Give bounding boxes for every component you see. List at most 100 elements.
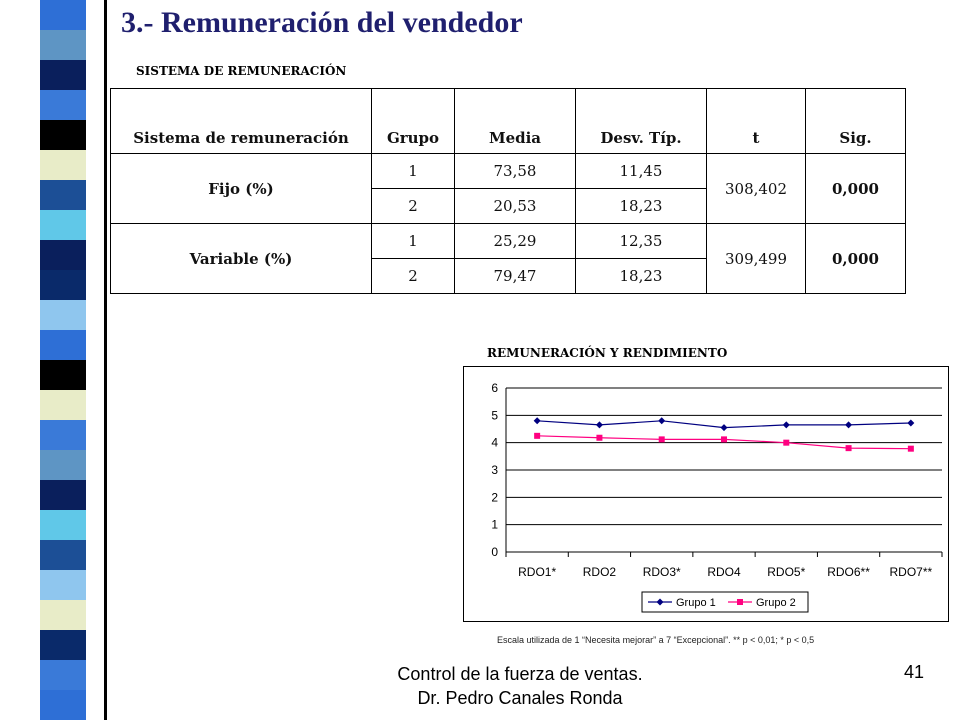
stripe-block bbox=[40, 90, 86, 120]
stripe-block bbox=[40, 630, 86, 660]
table-row: Variable (%) 1 25,29 12,35 309,499 0,000 bbox=[110, 223, 906, 294]
stripe-block bbox=[40, 600, 86, 630]
chart-legend: Grupo 1 Grupo 2 bbox=[641, 591, 809, 613]
cell-grupo: 1 bbox=[371, 223, 455, 259]
remuneration-stats-table: Sistema de remuneración Grupo Media Desv… bbox=[110, 88, 906, 294]
data-point bbox=[533, 417, 541, 425]
cell-grupo: 2 bbox=[371, 188, 455, 224]
data-point bbox=[658, 417, 666, 425]
table-caption: SISTEMA DE REMUNERACIÓN bbox=[136, 64, 347, 78]
data-point bbox=[720, 424, 728, 432]
line-chart: 0 1 2 3 4 5 6 RDO1* RDO2 RDO3* RDO4 RDO5* RDO6** RDO7… bbox=[463, 366, 949, 622]
cell-sig-variable: 0,000 bbox=[805, 223, 906, 294]
stripe-block bbox=[40, 210, 86, 240]
cell-media: 20,53 bbox=[454, 188, 576, 224]
stripe-block bbox=[40, 240, 86, 270]
y-tick-label: 2 bbox=[491, 490, 498, 504]
stripe-block bbox=[40, 660, 86, 690]
chart-footnote: Escala utilizada de 1 “Necesita mejorar”… bbox=[497, 635, 815, 645]
cell-grupo: 1 bbox=[371, 153, 455, 189]
header-desv: Desv. Típ. bbox=[575, 88, 707, 154]
header-t: t bbox=[706, 88, 806, 154]
cell-desv: 18,23 bbox=[575, 188, 707, 224]
y-tick-label: 3 bbox=[491, 463, 498, 477]
footer-line-2: Dr. Pedro Canales Ronda bbox=[417, 688, 623, 708]
x-tick-label: RDO4 bbox=[707, 565, 741, 579]
data-point bbox=[596, 434, 603, 441]
chart-caption: REMUNERACIÓN Y RENDIMIENTO bbox=[487, 346, 728, 360]
cell-desv: 18,23 bbox=[575, 258, 707, 294]
table-header-row: Sistema de remuneración Grupo Media Desv… bbox=[110, 88, 906, 154]
stripe-block bbox=[40, 570, 86, 600]
data-point bbox=[595, 421, 603, 429]
y-tick-label: 6 bbox=[491, 381, 498, 395]
legend-label: Grupo 2 bbox=[756, 597, 796, 609]
header-sig: Sig. bbox=[805, 88, 906, 154]
cell-sig-fijo: 0,000 bbox=[805, 153, 906, 224]
stripe-block bbox=[40, 540, 86, 570]
data-point bbox=[845, 421, 853, 429]
line-chart-svg: 0 1 2 3 4 5 6 RDO1* RDO2 RDO3* RDO4 RDO5* RDO6** RDO7… bbox=[491, 381, 943, 613]
stripe-block bbox=[40, 510, 86, 540]
table-row: Fijo (%) 1 73,58 11,45 308,402 0,000 bbox=[110, 153, 906, 224]
x-tick-label: RDO5* bbox=[767, 565, 805, 579]
stripe-block bbox=[40, 270, 86, 300]
x-tick-label: RDO1* bbox=[518, 565, 556, 579]
cell-grupo: 2 bbox=[371, 258, 455, 294]
table-row: 2 79,47 18,23 bbox=[111, 258, 906, 294]
data-point bbox=[783, 439, 790, 446]
header-grupo: Grupo bbox=[371, 88, 455, 154]
legend-marker bbox=[656, 598, 664, 606]
data-point bbox=[658, 436, 665, 443]
legend-marker bbox=[737, 599, 743, 605]
cell-media: 79,47 bbox=[454, 258, 576, 294]
data-point bbox=[845, 445, 852, 452]
y-tick-label: 5 bbox=[491, 408, 498, 422]
decorative-stripe-bar bbox=[40, 0, 107, 720]
header-sistema: Sistema de remuneración bbox=[110, 88, 372, 154]
y-tick-label: 0 bbox=[491, 545, 498, 559]
stripe-block bbox=[40, 390, 86, 420]
footer: Control de la fuerza de ventas. Dr. Pedr… bbox=[300, 662, 740, 710]
cell-desv: 12,35 bbox=[575, 223, 707, 259]
stripe-block bbox=[40, 0, 86, 30]
legend-box bbox=[641, 591, 809, 613]
legend-label: Grupo 1 bbox=[676, 597, 716, 609]
stripe-block bbox=[40, 450, 86, 480]
cell-media: 73,58 bbox=[454, 153, 576, 189]
stripe-block bbox=[40, 690, 86, 720]
slide-title: 3.- Remuneración del vendedor bbox=[121, 6, 523, 39]
header-media: Media bbox=[454, 88, 576, 154]
x-tick-label: RDO6** bbox=[827, 565, 870, 579]
stripe-block bbox=[40, 330, 86, 360]
stripe-block bbox=[40, 120, 86, 150]
stripe-block bbox=[40, 180, 86, 210]
cell-t-fijo: 308,402 bbox=[706, 153, 806, 224]
stripe-divider-line bbox=[104, 0, 107, 720]
y-tick-label: 1 bbox=[491, 518, 498, 532]
page-number: 41 bbox=[904, 662, 925, 682]
stripe-block bbox=[40, 30, 86, 60]
row-label-variable: Variable (%) bbox=[110, 223, 372, 294]
cell-t-variable: 309,499 bbox=[706, 223, 806, 294]
data-point bbox=[782, 421, 790, 429]
data-point bbox=[907, 445, 914, 452]
stripe-block bbox=[40, 60, 86, 90]
x-tick-label: RDO7** bbox=[890, 565, 933, 579]
footer-line-1: Control de la fuerza de ventas. bbox=[397, 664, 643, 684]
table-row: 2 20,53 18,23 bbox=[111, 188, 906, 224]
cell-media: 25,29 bbox=[454, 223, 576, 259]
data-point bbox=[721, 436, 727, 443]
data-point bbox=[907, 419, 915, 427]
row-label-fijo: Fijo (%) bbox=[110, 153, 372, 224]
y-tick-label: 4 bbox=[491, 436, 498, 450]
stripe-block bbox=[40, 420, 86, 450]
cell-desv: 11,45 bbox=[575, 153, 707, 189]
x-tick-label: RDO2 bbox=[583, 565, 617, 579]
stripe-block bbox=[40, 360, 86, 390]
data-point bbox=[534, 432, 541, 439]
x-tick-label: RDO3* bbox=[643, 565, 681, 579]
stripe-block bbox=[40, 300, 86, 330]
stripe-block bbox=[40, 480, 86, 510]
stripe-block bbox=[40, 150, 86, 180]
